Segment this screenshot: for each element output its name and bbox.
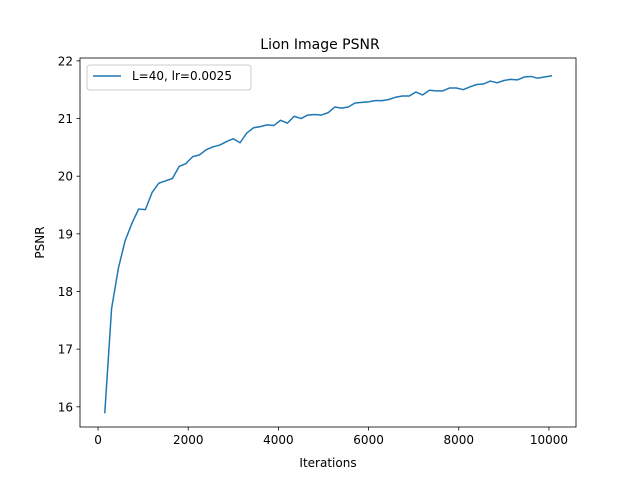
- y-tick-label: 21: [58, 112, 73, 126]
- legend-label: L=40, lr=0.0025: [132, 69, 232, 83]
- x-tick-label: 6000: [353, 433, 384, 447]
- plot-frame: [79, 57, 577, 428]
- y-tick-label: 20: [58, 170, 73, 184]
- x-tick-label: 0: [94, 433, 102, 447]
- x-tick-label: 2000: [173, 433, 204, 447]
- x-tick-label: 10000: [530, 433, 568, 447]
- chart-title: Lion Image PSNR: [260, 37, 380, 53]
- legend: L=40, lr=0.0025: [86, 64, 252, 91]
- plot-area: [80, 58, 576, 427]
- legend-box: [86, 64, 252, 91]
- y-tick-label: 16: [58, 400, 73, 414]
- y-tick-label: 19: [58, 227, 73, 241]
- y-axis-label: PSNR: [33, 226, 47, 258]
- y-axis: 16 17 18 19 20 21 22: [58, 54, 80, 414]
- x-axis-label: Iterations: [299, 456, 356, 470]
- series-line: [104, 75, 553, 414]
- y-tick-label: 18: [58, 285, 73, 299]
- x-axis: 0 2000 4000 6000 8000 10000: [94, 427, 568, 447]
- y-tick-label: 17: [58, 343, 73, 357]
- x-tick-label: 4000: [263, 433, 294, 447]
- y-tick-label: 22: [58, 54, 73, 68]
- x-tick-label: 8000: [443, 433, 474, 447]
